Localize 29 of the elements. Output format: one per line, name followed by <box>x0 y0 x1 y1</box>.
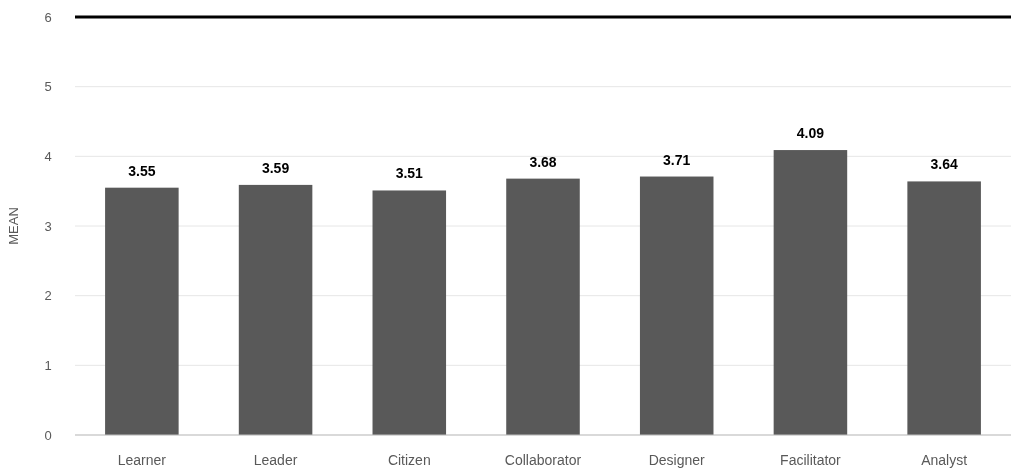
y-axis-title: MEAN <box>6 207 21 245</box>
x-tick-label: Citizen <box>387 452 431 468</box>
data-label: 3.51 <box>395 165 424 182</box>
bar <box>238 184 313 435</box>
x-tick-label: Facilitator <box>780 452 842 468</box>
bar <box>506 178 580 435</box>
data-label: 4.09 <box>796 125 825 142</box>
x-tick-label: Collaborator <box>504 452 582 468</box>
bar <box>907 181 981 435</box>
data-label: 3.68 <box>529 153 557 170</box>
bar <box>372 190 447 435</box>
y-tick-label: 2 <box>44 288 52 304</box>
data-label: 3.64 <box>930 156 958 173</box>
x-tick-label: Leader <box>253 452 298 468</box>
y-tick-label: 6 <box>44 9 52 25</box>
y-tick-label: 1 <box>44 357 52 373</box>
x-tick-label: Designer <box>648 452 706 468</box>
data-label: 3.71 <box>663 151 691 168</box>
x-tick-label: Analyst <box>921 452 968 468</box>
y-tick-label: 4 <box>44 148 52 164</box>
bar <box>773 150 848 435</box>
data-label: 3.55 <box>128 162 156 179</box>
y-tick-label: 0 <box>44 427 52 443</box>
bar <box>639 176 714 435</box>
x-tick-label: Learner <box>117 452 167 468</box>
data-label: 3.59 <box>261 159 290 176</box>
bar <box>105 187 179 435</box>
y-tick-label: 5 <box>44 79 52 95</box>
y-tick-label: 3 <box>44 218 52 234</box>
